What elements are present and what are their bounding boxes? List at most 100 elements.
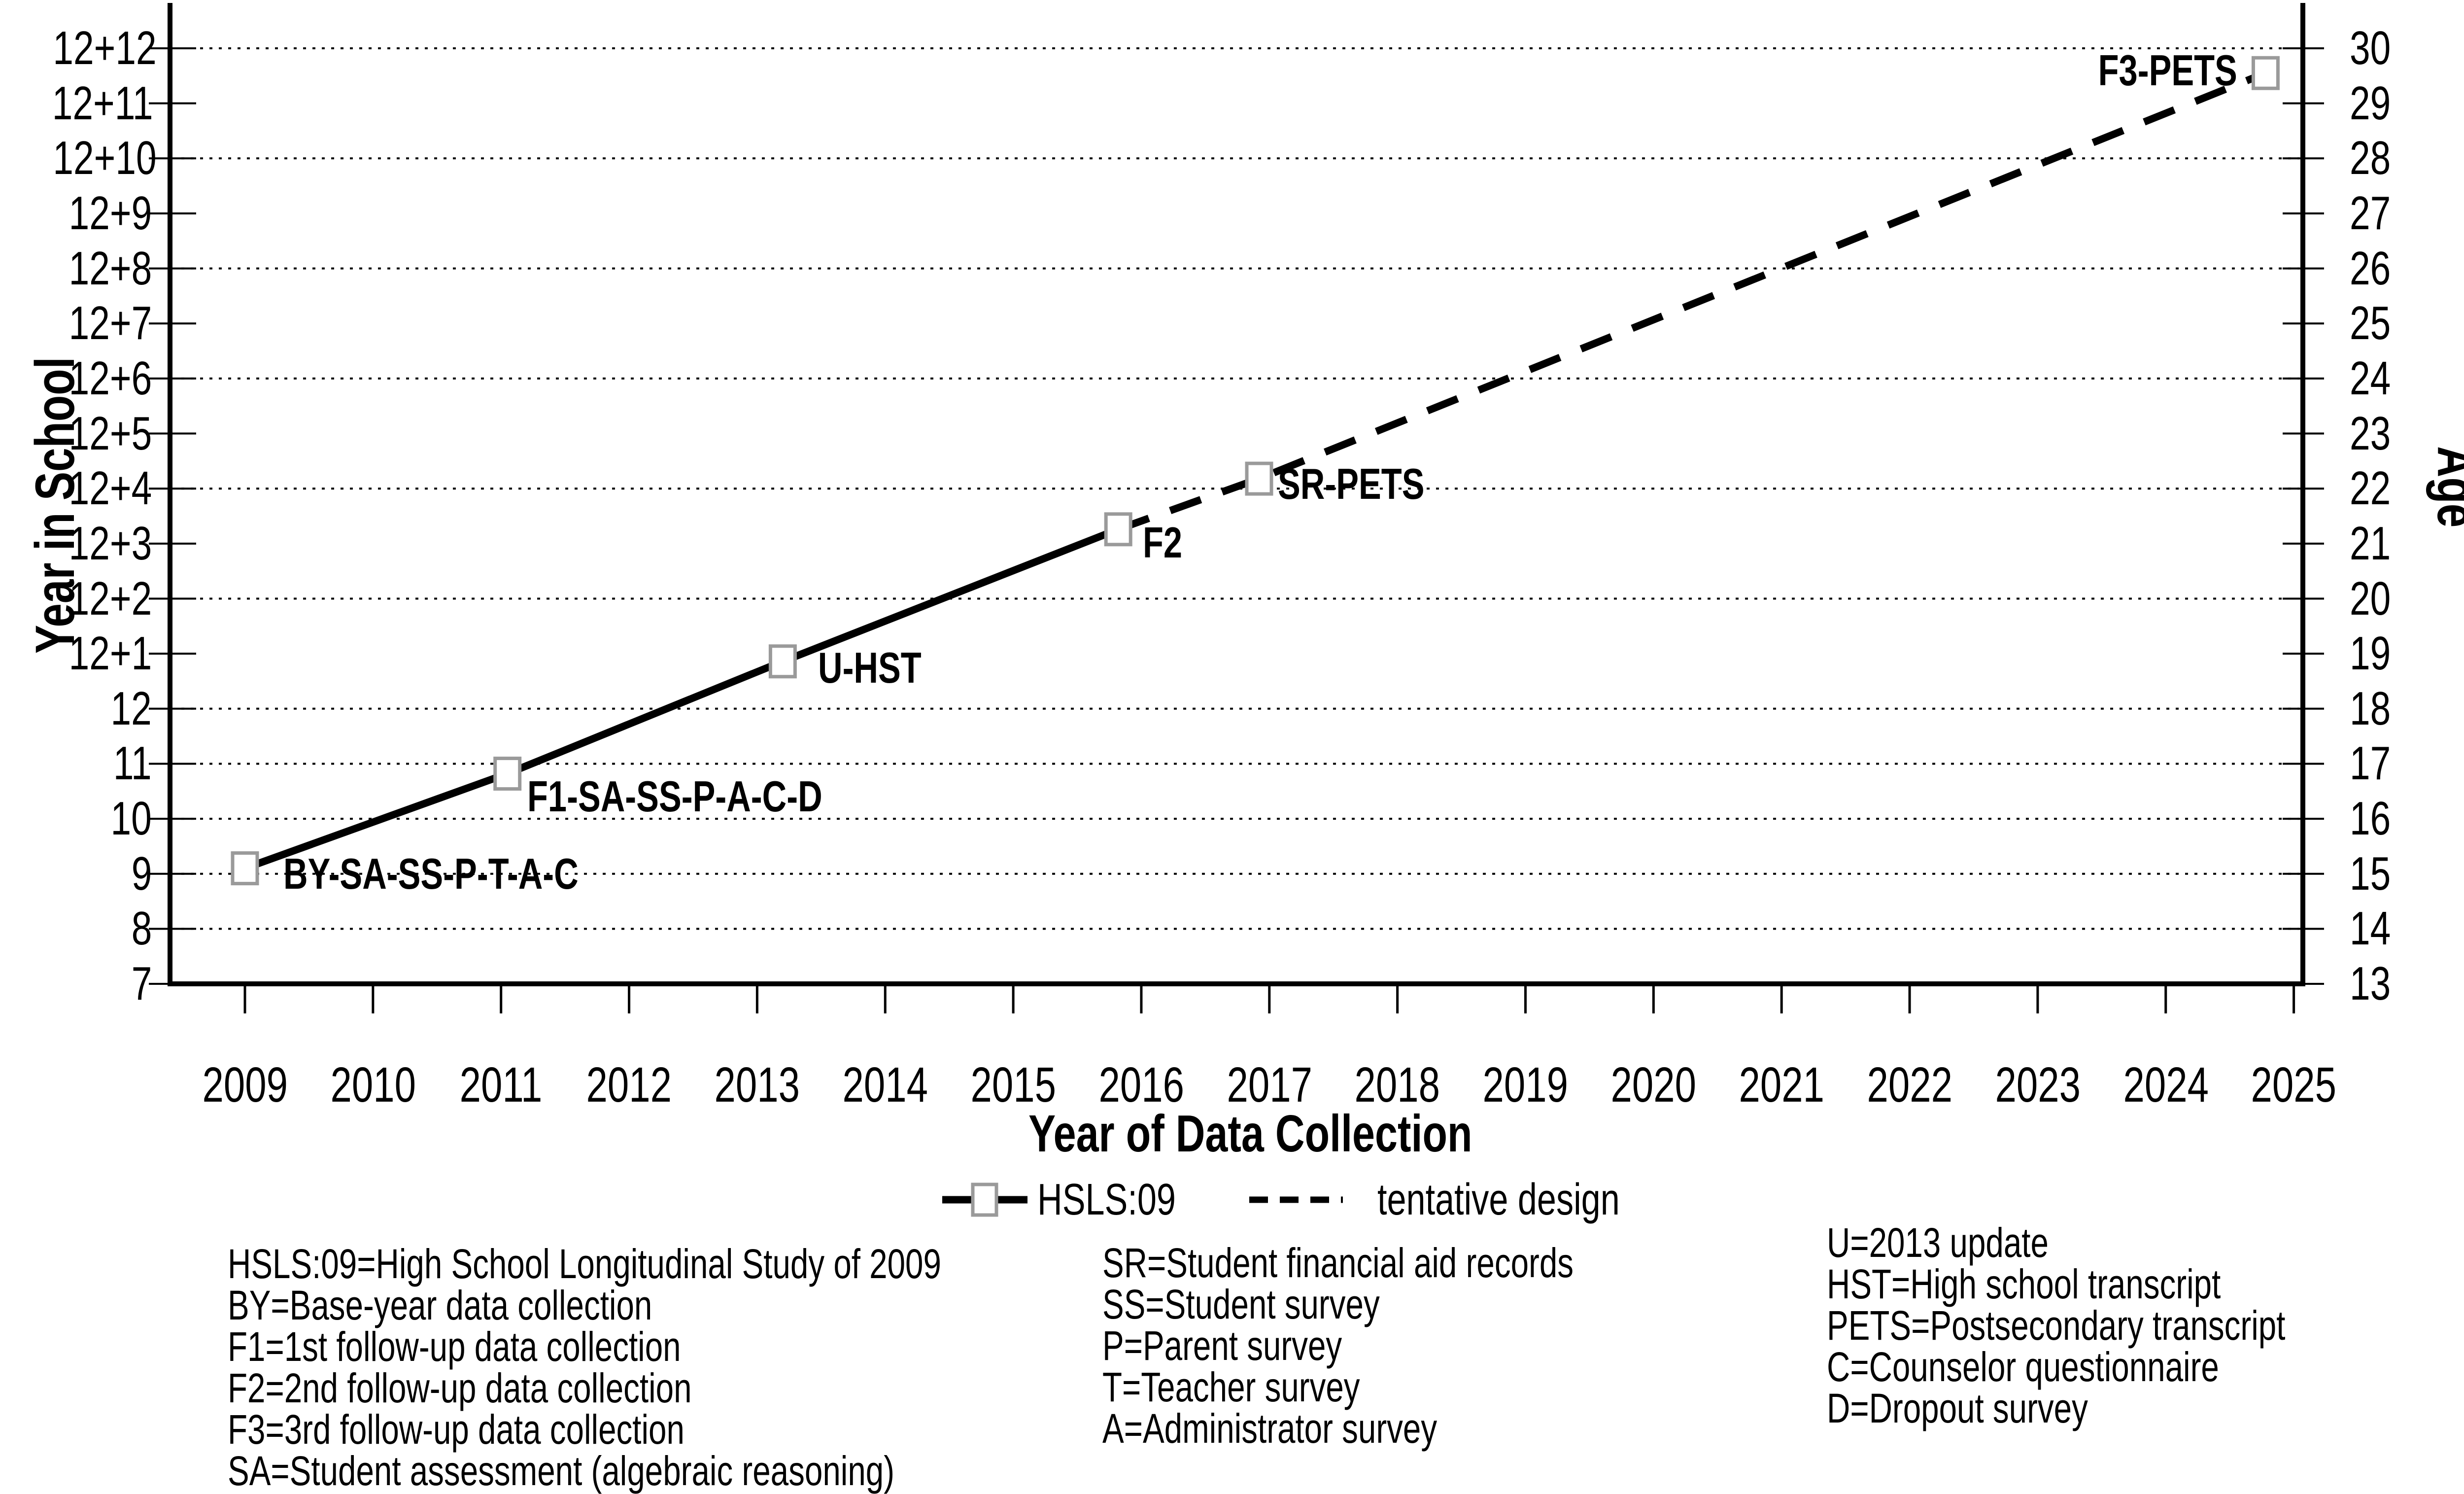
y-right-tick-label: 26 <box>2350 243 2402 294</box>
point-label-F3-PETS: F3-PETS <box>2059 45 2237 96</box>
y-left-tick-label: 12+9 <box>24 187 152 239</box>
x-axis-title-text: Year of Data Collection <box>1028 1105 1472 1163</box>
x-tick-label: 2015 <box>939 1058 1087 1112</box>
y-right-tick-label: 23 <box>2350 408 2402 459</box>
y-left-tick-label-text: 11 <box>113 737 152 790</box>
y-right-tick-label-text: 29 <box>2350 76 2391 130</box>
y-left-tick-label-text: 12+3 <box>68 517 152 570</box>
x-tick-label: 2023 <box>1964 1058 2112 1112</box>
key-col2-line2-text: SS=Student survey <box>1102 1281 1380 1327</box>
legend-series2-label: tentative design <box>1377 1174 1688 1225</box>
x-tick-label: 2012 <box>555 1058 703 1112</box>
x-tick-label: 2013 <box>683 1058 831 1112</box>
y-left-tick-label: 11 <box>24 738 152 789</box>
key-col1-line6-text: SA=Student assessment (algebraic reasoni… <box>228 1448 895 1494</box>
y-left-tick-label: 12+11 <box>24 77 153 129</box>
key-col1-line1: HSLS:09=High School Longitudinal Study o… <box>228 1242 1142 1286</box>
y-left-tick-label: 7 <box>24 958 152 1009</box>
y-left-tick-label: 12+5 <box>24 408 152 459</box>
y-left-tick-label-text: 10 <box>110 792 152 845</box>
y-right-tick-label-text: 27 <box>2350 186 2391 240</box>
key-col2-line1: SR=Student financial aid records <box>1102 1241 1707 1285</box>
y-left-tick-label: 12+3 <box>24 518 152 569</box>
y-left-tick-label: 12+1 <box>24 628 152 679</box>
y-left-tick-label-text: 7 <box>131 957 152 1010</box>
x-tick-label-text: 2009 <box>202 1057 288 1112</box>
x-tick-label-text: 2010 <box>330 1057 416 1112</box>
x-tick-label: 2024 <box>2092 1058 2240 1112</box>
x-tick-label-text: 2018 <box>1354 1057 1440 1112</box>
x-tick-label-text: 2019 <box>1482 1057 1569 1112</box>
y-left-tick-label-text: 12+10 <box>53 132 157 185</box>
y-left-tick-label-text: 12+8 <box>68 242 152 295</box>
point-label-SR-PETS: SR-PETS <box>1278 458 1466 510</box>
y-right-tick-label-text: 18 <box>2350 682 2391 735</box>
y-left-tick-label-text: 12+2 <box>68 572 152 625</box>
key-col3-line1: U=2013 update <box>1827 1220 2111 1265</box>
y-left-tick-label: 12+2 <box>24 573 152 625</box>
key-col1-line6: SA=Student assessment (algebraic reasoni… <box>228 1449 1083 1493</box>
x-axis-title: Year of Data Collection <box>757 1103 1743 1164</box>
y-left-tick-label: 8 <box>24 903 152 954</box>
y-right-tick-label-text: 25 <box>2350 297 2391 350</box>
key-col1-line4-text: F2=2nd follow-up data collection <box>228 1365 692 1411</box>
key-col2-line2: SS=Student survey <box>1102 1282 1458 1326</box>
y-right-tick-label-text: 16 <box>2350 792 2391 845</box>
y-right-tick-label-text: 20 <box>2350 572 2391 625</box>
data-point-F3-PETS <box>2251 56 2280 90</box>
series-line-hsls09 <box>243 525 1120 872</box>
key-col3-line2-text: HST=High school transcript <box>1827 1261 2221 1307</box>
y-left-tick-label: 12+6 <box>24 352 152 404</box>
x-tick-label-text: 2021 <box>1739 1057 1824 1112</box>
y-right-tick-label: 25 <box>2350 298 2402 349</box>
y-axis-title-right-text: Age <box>2426 446 2464 528</box>
key-col1-line1-text: HSLS:09=High School Longitudinal Study o… <box>228 1241 941 1287</box>
y-right-tick-label: 15 <box>2350 848 2402 900</box>
x-tick-label: 2022 <box>1836 1058 1984 1112</box>
y-left-tick-label: 10 <box>24 793 152 844</box>
y-left-tick-label-text: 12+12 <box>53 22 157 74</box>
x-tick-label: 2017 <box>1196 1058 1343 1112</box>
y-right-tick-label: 27 <box>2350 186 2402 240</box>
key-col1-line5-text: F3=3rd follow-up data collection <box>228 1406 684 1453</box>
legend-series2-text: tentative design <box>1377 1175 1620 1224</box>
key-col2-line3: P=Parent survey <box>1102 1323 1409 1368</box>
y-right-tick-label: 30 <box>2350 23 2402 74</box>
key-col3-line4-text: C=Counselor questionnaire <box>1827 1344 2219 1390</box>
y-left-tick-label: 12+10 <box>24 133 156 184</box>
x-tick-label: 2025 <box>2220 1058 2368 1112</box>
point-label-SR-PETS-text: SR-PETS <box>1278 459 1425 509</box>
y-right-tick-label-text: 15 <box>2350 847 2391 900</box>
x-tick-label: 2016 <box>1067 1058 1215 1112</box>
y-right-tick-label-text: 24 <box>2350 351 2391 405</box>
y-right-tick-label: 21 <box>2350 518 2402 569</box>
y-right-tick-label-text: 14 <box>2350 902 2391 955</box>
data-point-F1-SA-SS-P-A-C-D <box>493 757 522 791</box>
data-point-F2 <box>1104 512 1132 547</box>
y-axis-title-right: Age <box>2426 142 2464 832</box>
key-col2-line3-text: P=Parent survey <box>1102 1322 1342 1369</box>
key-col2-line1-text: SR=Student financial aid records <box>1102 1240 1574 1286</box>
key-col3-line3-text: PETS=Postsecondary transcript <box>1827 1302 2286 1349</box>
y-left-tick-label: 12+4 <box>24 463 152 514</box>
y-left-tick-label: 12+8 <box>24 243 152 294</box>
y-left-tick-label: 12+7 <box>24 298 152 349</box>
y-left-tick-label-text: 12+4 <box>68 462 152 515</box>
y-left-tick-label: 9 <box>24 848 152 900</box>
x-tick-label-text: 2013 <box>714 1057 800 1112</box>
x-tick-label: 2009 <box>171 1058 319 1112</box>
key-col3-line5: D=Dropout survey <box>1827 1386 2161 1430</box>
legend-series1-text: HSLS:09 <box>1037 1175 1176 1224</box>
y-right-tick-label: 19 <box>2350 628 2402 679</box>
key-col3-line5-text: D=Dropout survey <box>1827 1385 2088 1431</box>
key-col2-line4: T=Teacher survey <box>1102 1365 1433 1409</box>
point-label-U-HST: U-HST <box>818 642 951 694</box>
y-right-tick-label-text: 21 <box>2350 517 2391 570</box>
x-tick-label: 2018 <box>1324 1058 1472 1112</box>
x-tick-label-text: 2014 <box>842 1057 928 1112</box>
x-tick-label-text: 2016 <box>1098 1057 1184 1112</box>
y-right-tick-label-text: 19 <box>2350 627 2391 680</box>
y-right-tick-label-text: 17 <box>2350 737 2391 790</box>
